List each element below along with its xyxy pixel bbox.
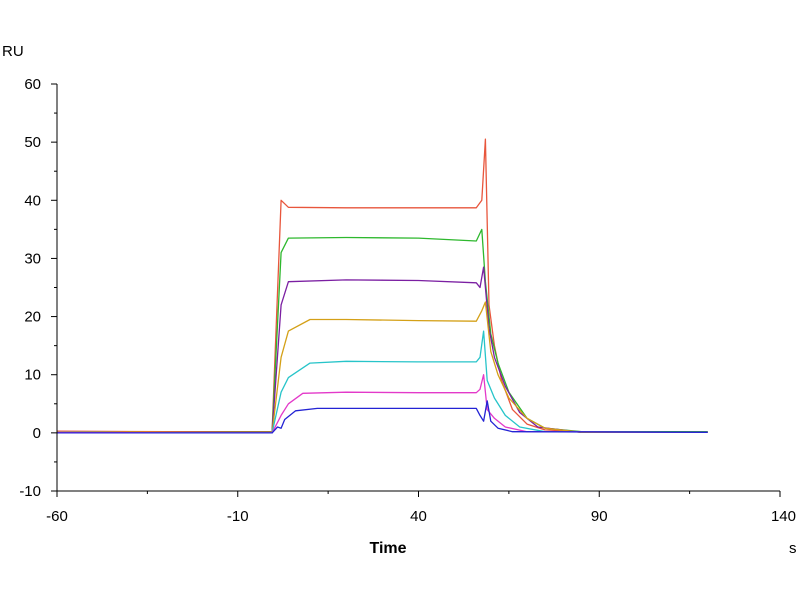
series-layer [56,138,708,434]
y-tick-label: -10 [19,483,41,500]
x-unit-label: s [789,540,797,557]
x-tick-label: 90 [591,508,608,525]
y-tick-label: 60 [24,76,41,93]
x-axis-title: Time [369,540,406,557]
y-tick-label: 30 [24,250,41,267]
x-tick-label: -10 [227,508,249,525]
y-tick-label: 40 [24,192,41,209]
y-tick-label: 0 [33,425,41,442]
series-line-2 [56,228,708,433]
y-tick-label: 20 [24,309,41,326]
series-line-6 [56,374,708,434]
x-tick-label: 140 [771,508,796,525]
y-unit-label: RU [2,43,24,60]
series-line-5 [56,330,708,434]
ticks-layer: 60 50 40 30 20 10 0 -10 -60 -10 40 90 140 [19,76,796,525]
y-tick-label: 50 [24,134,41,151]
axes-layer [56,84,780,492]
series-line-7 [57,400,708,434]
y-tick-label: 10 [24,367,41,384]
x-tick-label: 40 [410,508,427,525]
series-line-4 [56,301,708,434]
series-line-1 [56,138,708,433]
x-tick-label: -60 [46,508,68,525]
